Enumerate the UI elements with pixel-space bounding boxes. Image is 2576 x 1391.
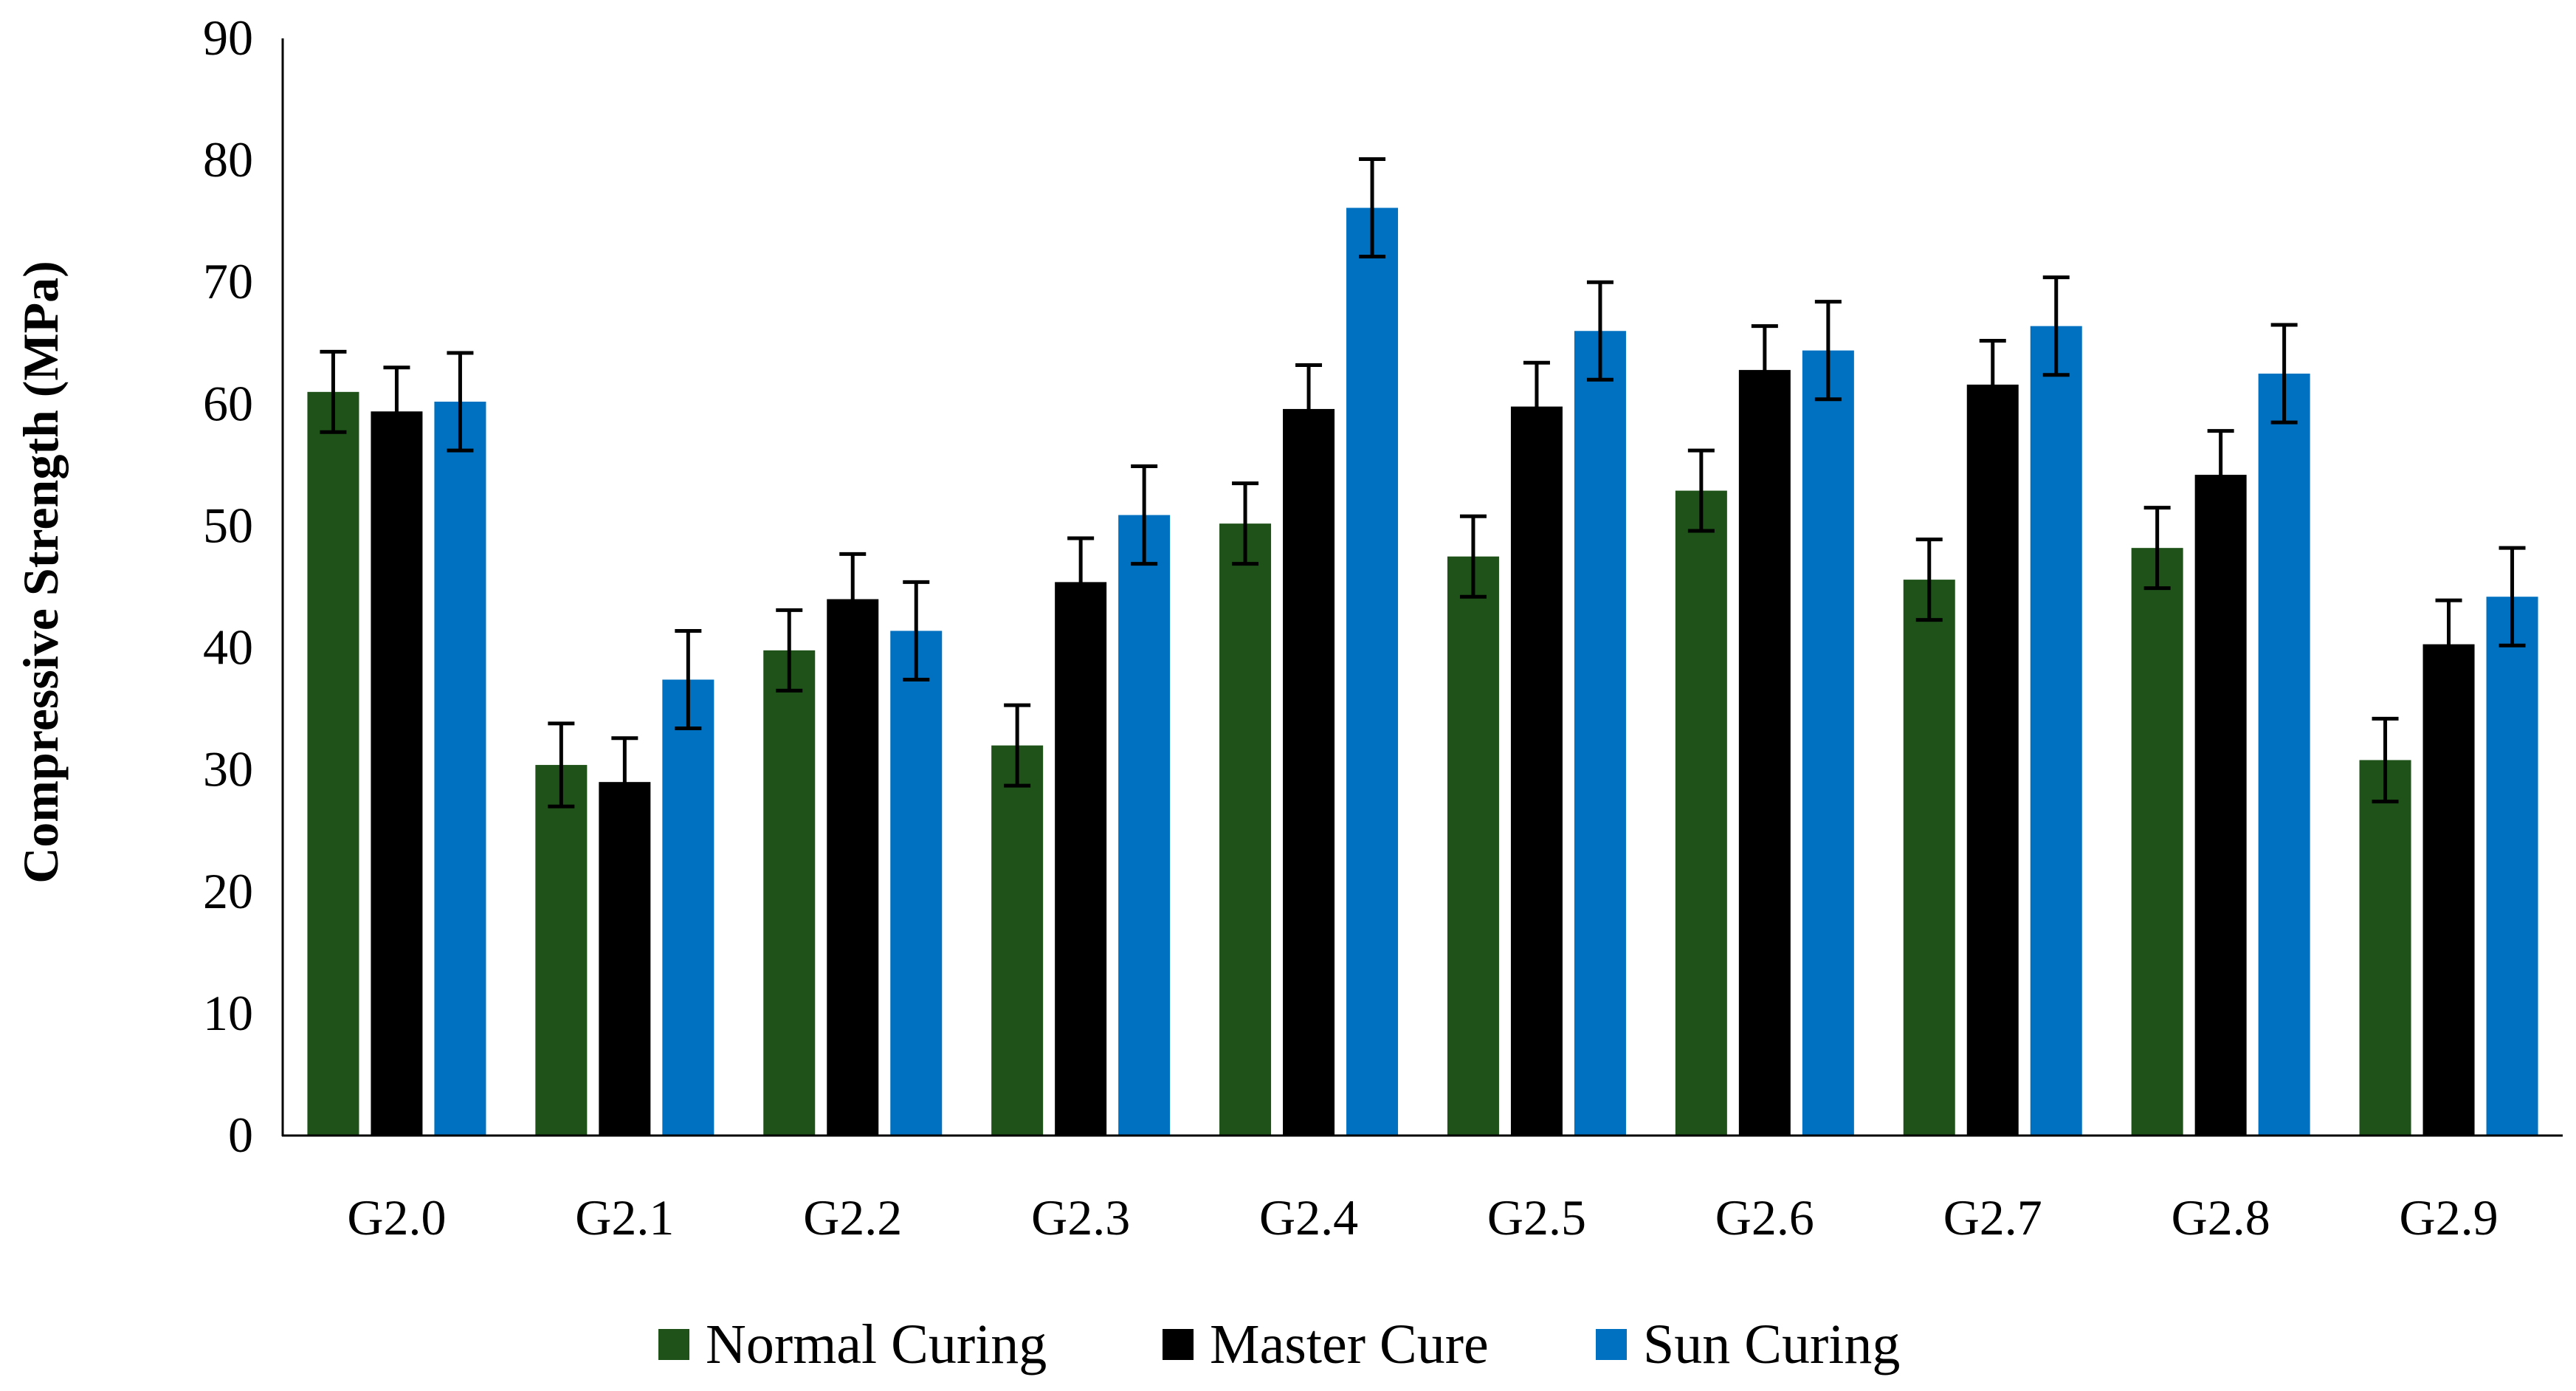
bar-normal-curing-G2.0 [307, 391, 359, 1136]
bar-normal-curing-G2.6 [1675, 490, 1727, 1136]
bar-master-cure-G2.8 [2194, 475, 2247, 1136]
y-tick-label: 90 [203, 10, 253, 66]
x-tick-label: G2.9 [2399, 1189, 2498, 1246]
x-tick-label: G2.5 [1487, 1189, 1586, 1246]
bar-sun-curing-G2.7 [2030, 326, 2082, 1136]
x-tick-label: G2.6 [1715, 1189, 1814, 1246]
bar-master-cure-G2.9 [2422, 644, 2475, 1136]
y-tick-label: 80 [203, 131, 253, 188]
x-tick-label: G2.2 [803, 1189, 902, 1246]
x-tick-label: G2.4 [1259, 1189, 1358, 1246]
y-tick-label: 40 [203, 619, 253, 676]
y-tick-label: 30 [203, 741, 253, 797]
bar-master-cure-G2.5 [1510, 406, 1563, 1136]
bar-normal-curing-G2.7 [1903, 580, 1955, 1136]
bar-master-cure-G2.6 [1738, 370, 1791, 1136]
y-tick-label: 20 [203, 863, 253, 919]
x-tick-label: G2.8 [2172, 1189, 2270, 1246]
bar-sun-curing-G2.2 [890, 631, 943, 1136]
bar-normal-curing-G2.9 [2359, 760, 2411, 1136]
bar-master-cure-G2.1 [599, 782, 651, 1136]
bar-master-cure-G2.2 [827, 599, 879, 1136]
legend-swatch-master-cure [1163, 1329, 1194, 1360]
bar-normal-curing-G2.1 [535, 765, 588, 1136]
legend-label: Sun Curing [1643, 1313, 1900, 1375]
y-tick-label: 10 [203, 985, 253, 1041]
bar-sun-curing-G2.5 [1574, 331, 1626, 1136]
y-tick-label: 50 [203, 497, 253, 553]
bar-sun-curing-G2.6 [1802, 350, 1854, 1136]
bar-sun-curing-G2.9 [2486, 597, 2538, 1136]
bar-normal-curing-G2.2 [763, 650, 816, 1136]
x-tick-label: G2.3 [1031, 1189, 1130, 1246]
bar-normal-curing-G2.3 [991, 745, 1044, 1136]
y-axis-title: Compressive Strength (MPa) [13, 261, 69, 884]
bar-normal-curing-G2.8 [2131, 548, 2183, 1136]
legend-label: Normal Curing [706, 1313, 1047, 1375]
bar-normal-curing-G2.5 [1447, 556, 1499, 1136]
bar-master-cure-G2.4 [1283, 408, 1335, 1136]
legend-swatch-sun-curing [1596, 1329, 1627, 1360]
bar-sun-curing-G2.3 [1118, 515, 1171, 1136]
bar-master-cure-G2.7 [1966, 384, 2019, 1136]
y-tick-label: 60 [203, 375, 253, 431]
x-tick-label: G2.0 [347, 1189, 446, 1246]
bar-normal-curing-G2.4 [1219, 523, 1272, 1136]
y-tick-label: 0 [228, 1107, 253, 1163]
y-tick-label: 70 [203, 253, 253, 309]
bar-sun-curing-G2.4 [1346, 207, 1399, 1136]
bar-master-cure-G2.0 [371, 411, 423, 1136]
bar-sun-curing-G2.8 [2258, 374, 2310, 1136]
x-tick-label: G2.1 [575, 1189, 674, 1246]
bar-master-cure-G2.3 [1055, 582, 1107, 1136]
bar-sun-curing-G2.1 [662, 679, 714, 1136]
legend-swatch-normal-curing [658, 1329, 689, 1360]
x-tick-label: G2.7 [1943, 1189, 2042, 1246]
bar-sun-curing-G2.0 [434, 402, 486, 1136]
legend-label: Master Cure [1210, 1313, 1489, 1375]
